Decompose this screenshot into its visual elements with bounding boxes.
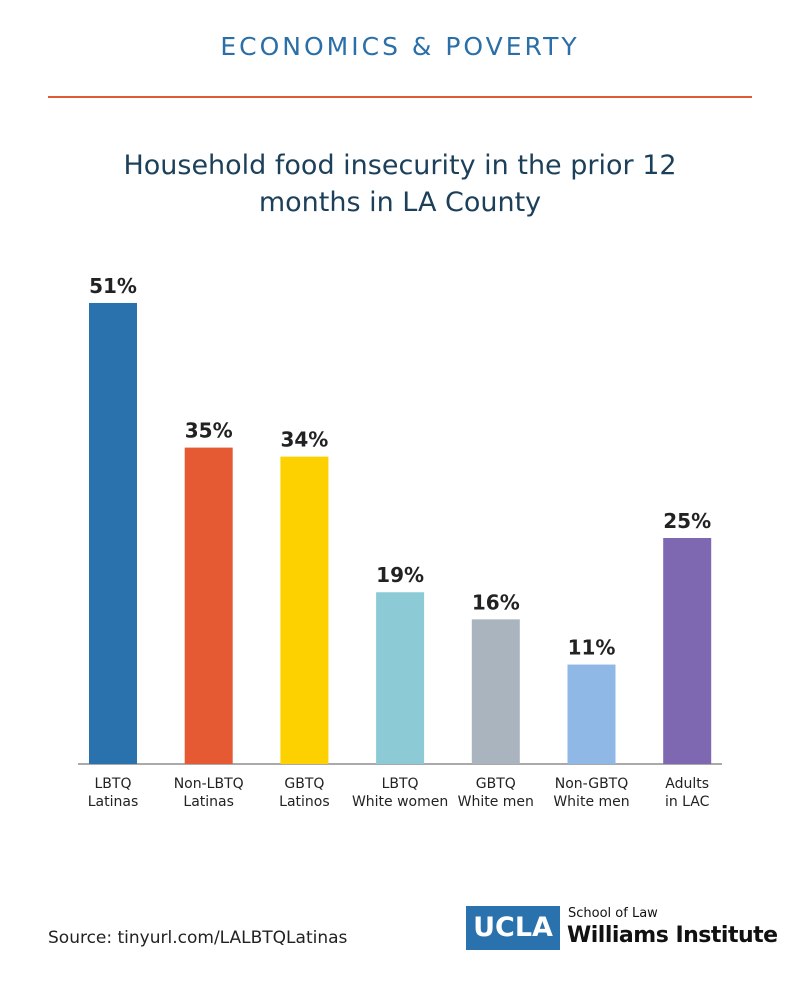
bar — [471, 619, 520, 764]
x-tick-label: GBTQ Latinos — [279, 776, 330, 810]
header: ECONOMICS & POVERTY — [220, 32, 580, 61]
value-label: 51% — [89, 274, 137, 298]
value-label: 35% — [185, 419, 233, 443]
divider — [48, 96, 752, 98]
value-label: 11% — [568, 636, 616, 660]
bar — [663, 538, 712, 764]
bar — [184, 447, 233, 764]
bar — [376, 592, 425, 764]
logo-school: School of Law — [568, 906, 658, 921]
source: Source: tinyurl.com/LALBTQLatinas — [48, 928, 348, 948]
x-tick-label: Adults in LAC — [664, 776, 710, 810]
chart-title: Household food insecurity in the prior 1… — [123, 150, 677, 218]
x-tick-label: Non-GBTQ White men — [553, 776, 630, 810]
bar — [280, 456, 329, 764]
value-label: 19% — [376, 563, 424, 587]
logo-mark: UCLA — [466, 906, 560, 950]
value-label: 34% — [280, 428, 328, 452]
x-tick-label: GBTQ White men — [457, 776, 534, 810]
x-tick-label: LBTQ Latinas — [87, 776, 139, 810]
x-tick-label: Non-LBTQ Latinas — [173, 776, 244, 810]
value-label: 25% — [663, 509, 711, 533]
bar — [89, 302, 137, 764]
bar — [567, 664, 616, 764]
logo-institute: Williams Institute — [567, 923, 778, 948]
value-label: 16% — [472, 590, 520, 614]
x-tick-label: LBTQ White women — [351, 776, 449, 810]
